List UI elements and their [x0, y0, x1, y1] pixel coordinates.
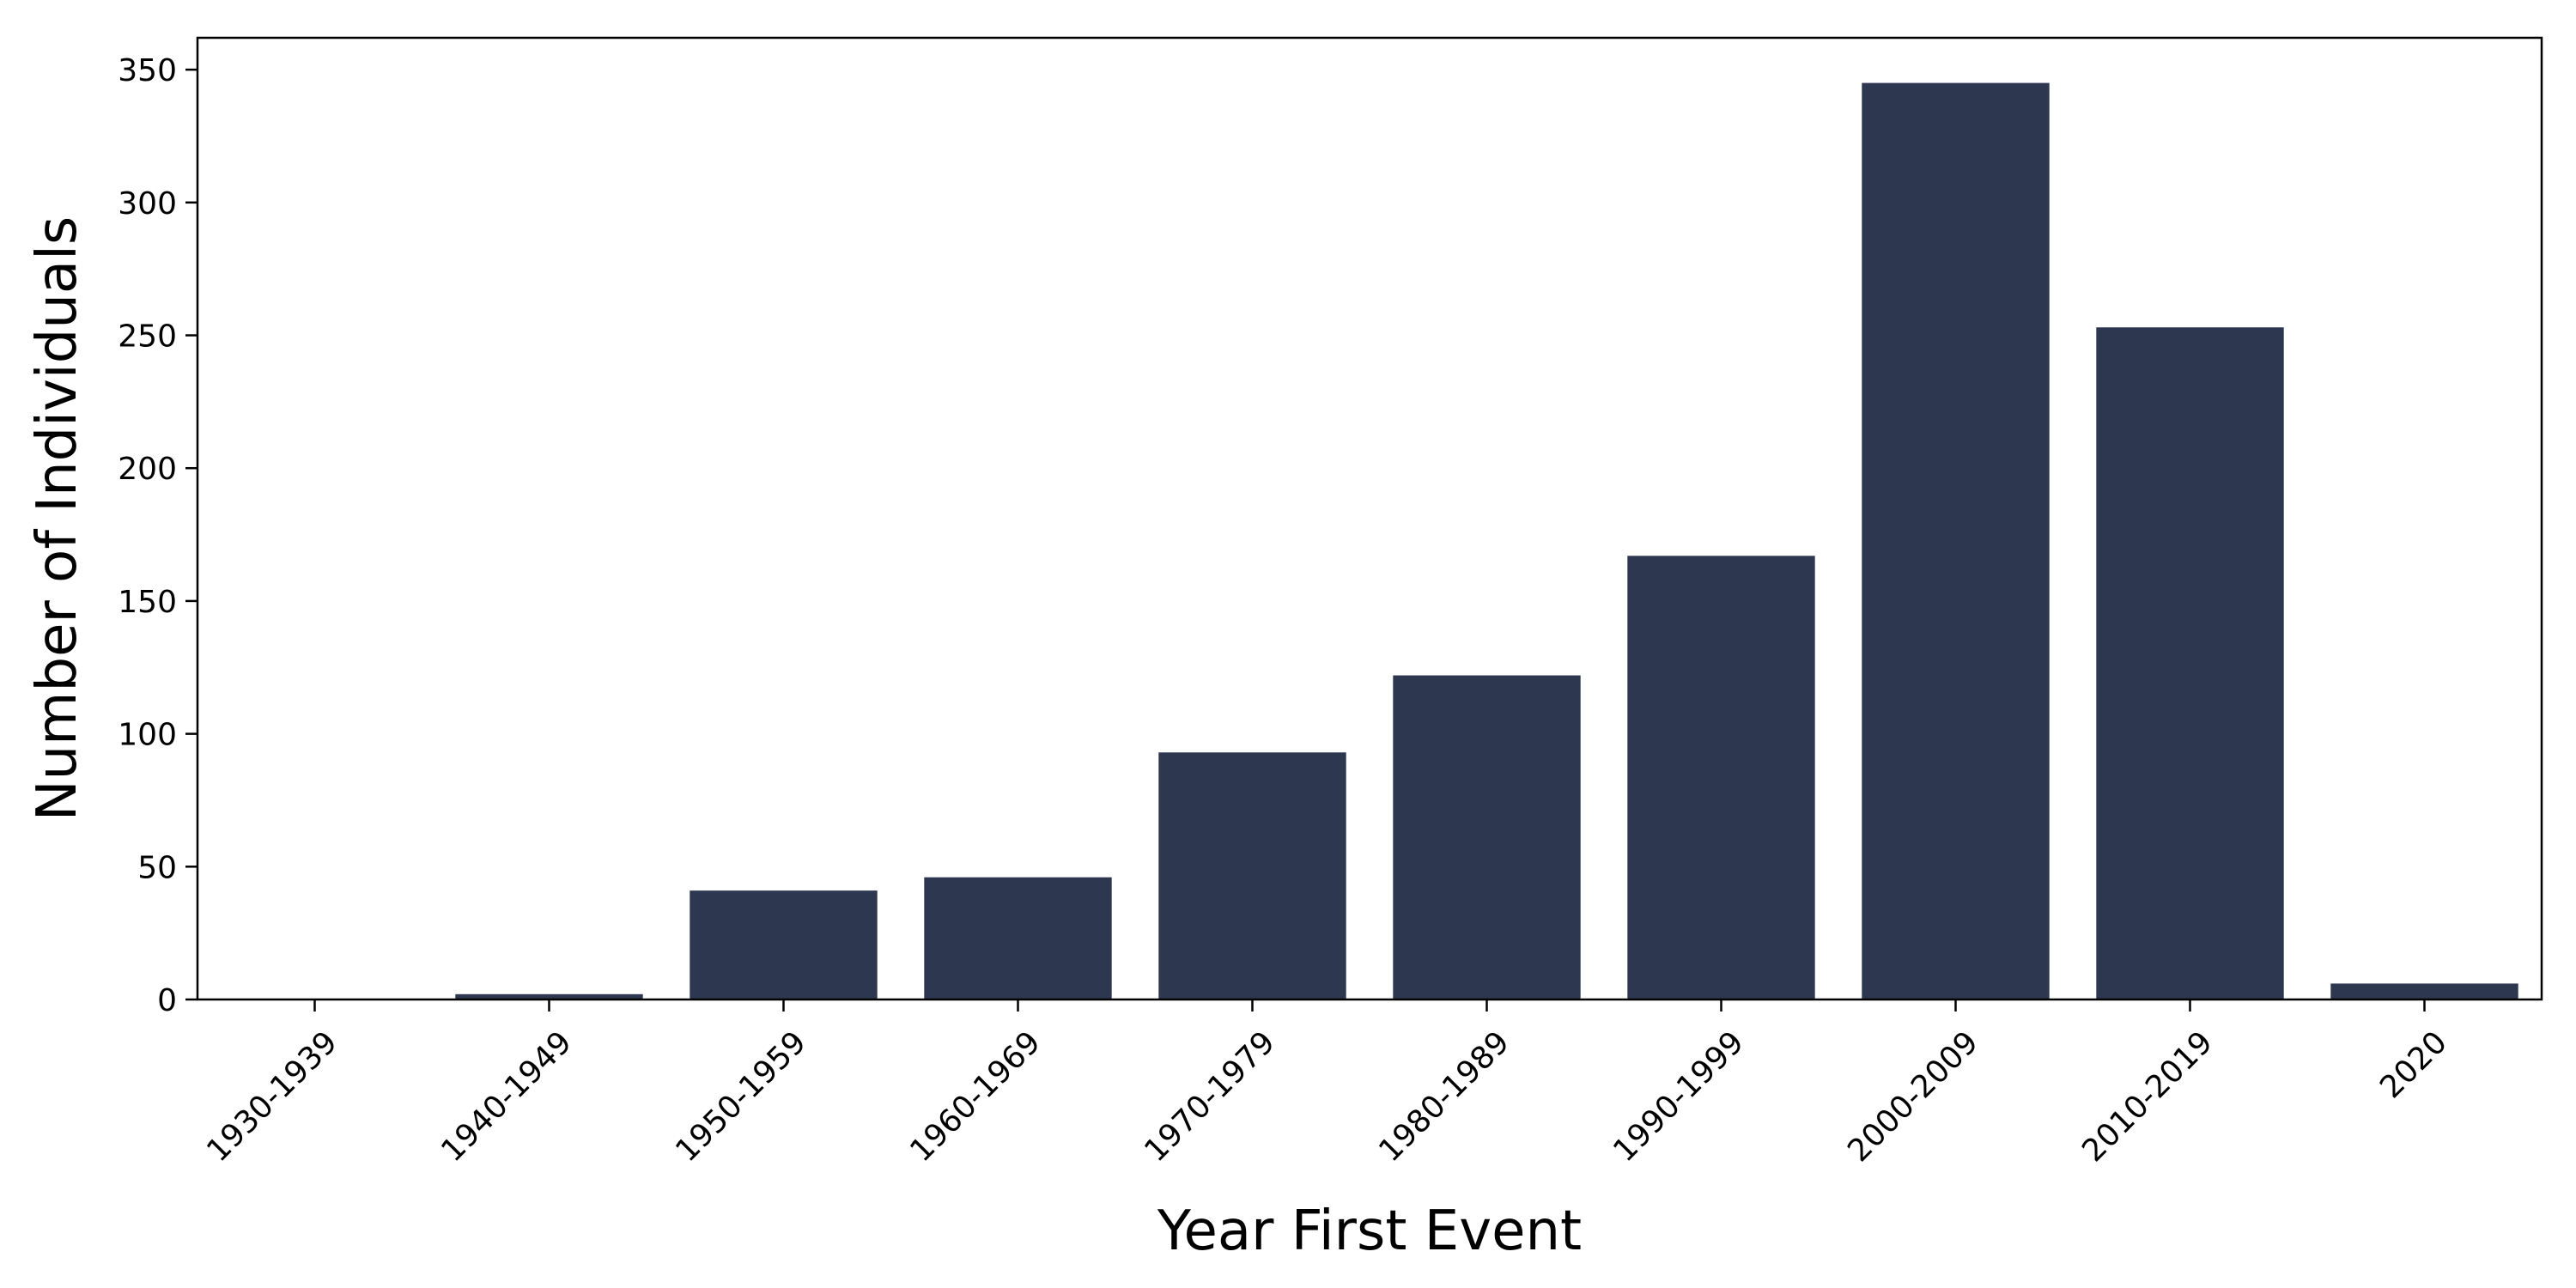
x-tick-label: 2020 [2373, 1024, 2454, 1105]
y-tick-label: 0 [157, 983, 177, 1018]
y-axis-ticks: 0 50 100 150 200 250 300 350 [118, 53, 197, 1018]
bar-1970-1979 [1158, 752, 1346, 999]
y-tick-label: 300 [118, 186, 177, 222]
y-tick-label: 50 [137, 850, 177, 885]
bar-2000-2009 [1862, 82, 2050, 1000]
y-tick-label: 350 [118, 53, 177, 88]
y-axis-title: Number of Individuals [26, 216, 89, 822]
plot-frame [196, 36, 2543, 1001]
x-tick-label: 1970-1979 [1138, 1024, 1282, 1169]
x-tick-label: 1930-1939 [200, 1024, 344, 1169]
bar-1950-1959 [690, 890, 878, 999]
x-tick-label: 1980-1989 [1372, 1024, 1516, 1169]
y-tick-label: 150 [118, 585, 177, 620]
bar-1990-1999 [1627, 556, 1815, 999]
y-tick-label: 250 [118, 319, 177, 355]
y-tick-label: 100 [118, 718, 177, 753]
bars-layer [455, 82, 2518, 1000]
bar-1960-1969 [924, 877, 1112, 999]
x-axis-title: Year First Event [1157, 1200, 1582, 1263]
bar-1980-1989 [1393, 675, 1581, 999]
x-tick-label: 1940-1949 [434, 1024, 579, 1169]
x-tick-label: 2010-2019 [2075, 1024, 2220, 1169]
x-tick-label: 1950-1959 [669, 1024, 813, 1169]
x-axis-ticks: 1930-1939 1940-1949 1950-1959 1960-1969 1970… [200, 999, 2454, 1169]
x-tick-label: 1990-1999 [1607, 1024, 1751, 1169]
bar-2020 [2330, 983, 2518, 999]
y-tick-label: 200 [118, 452, 177, 487]
x-tick-label: 2000-2009 [1841, 1024, 1985, 1169]
bar-2010-2019 [2096, 327, 2284, 1000]
x-tick-label: 1960-1969 [903, 1024, 1048, 1169]
bar-1940-1949 [455, 993, 643, 999]
